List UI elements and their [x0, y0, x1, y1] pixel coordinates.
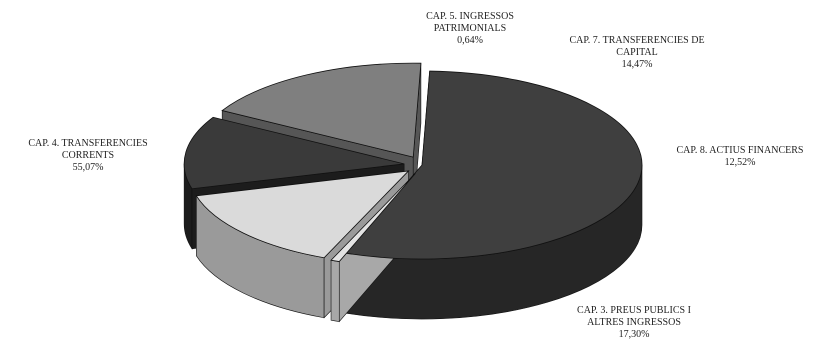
slice-category-label-2: CAP. 7. TRANSFERENCIES DE — [569, 35, 704, 46]
slice-category-label-3: CAP. 8. ACTIUS FINANCERS — [677, 145, 804, 156]
pie-slice-0 — [345, 70, 643, 260]
pie-slice-1 — [330, 173, 416, 262]
slice-category-label-4: CAP. 3. PREUS PUBLICS I — [577, 305, 691, 316]
slice-category-label-2: CAPITAL — [616, 47, 657, 58]
slice-category-label-1: PATRIMONIALS — [434, 23, 506, 34]
slice-category-label-4: ALTRES INGRESSOS — [587, 317, 681, 328]
slice-category-label-0: CAP. 4. TRANSFERENCIES — [28, 138, 147, 149]
pie-slice-4 — [221, 62, 422, 158]
slice-category-label-0: CORRENTS — [62, 150, 114, 161]
slice-value-label-0: 55,07% — [73, 162, 104, 173]
slice-value-label-3: 12,52% — [725, 157, 756, 168]
pie-slice-3 — [183, 116, 405, 190]
slice-category-label-1: CAP. 5. INGRESSOS — [426, 11, 514, 22]
pie-tops — [183, 62, 643, 262]
slice-value-label-1: 0,64% — [457, 35, 483, 46]
slice-value-label-2: 14,47% — [622, 59, 653, 70]
pie-slice-2 — [195, 170, 410, 259]
pie-slice-side-1 — [330, 259, 340, 322]
slice-value-label-4: 17,30% — [619, 329, 650, 340]
